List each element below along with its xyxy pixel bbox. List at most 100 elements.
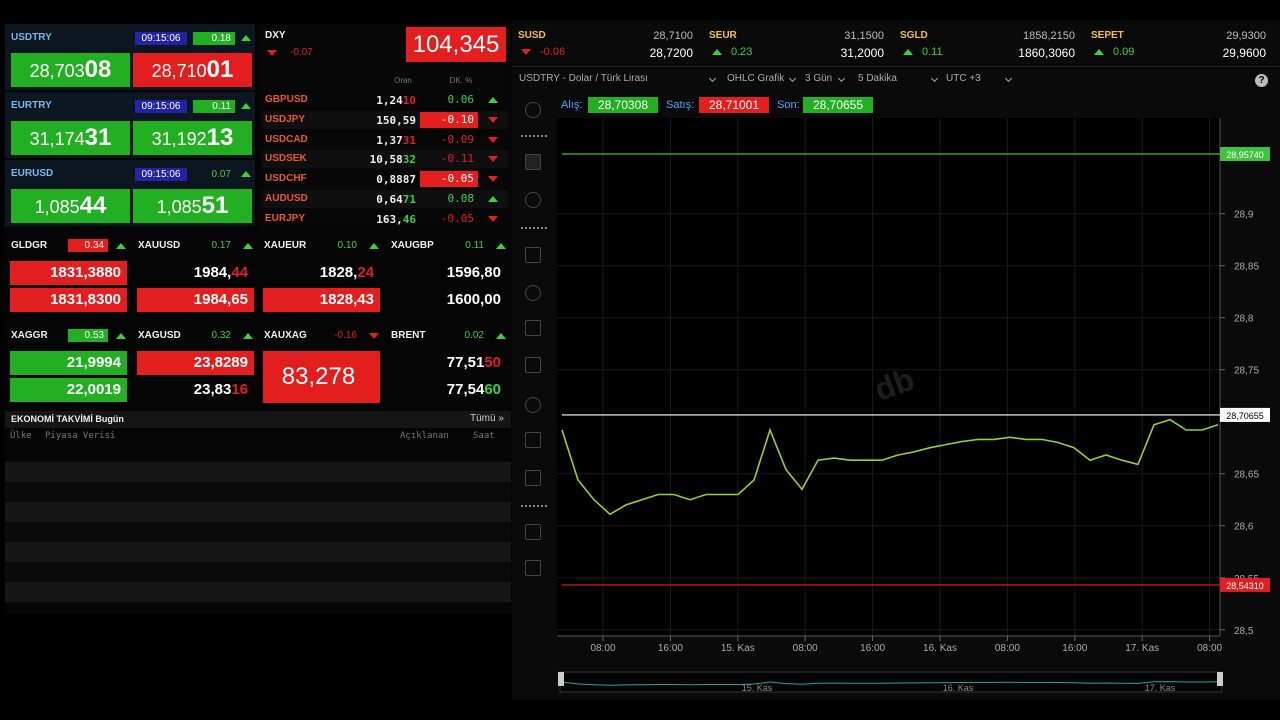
help-button[interactable]: ? [1255, 74, 1268, 87]
level-label: 28,70655 [1226, 411, 1264, 421]
metal-change: 0.17 [211, 240, 231, 251]
ticker-change: 0.09 [1113, 46, 1135, 58]
price-pips: 01 [206, 56, 234, 83]
tool-icon[interactable] [525, 192, 541, 208]
metal-change: 0.11 [465, 240, 484, 251]
arrow-up [116, 243, 126, 249]
ticker-change: 0.11 [922, 46, 943, 58]
metal-change: -0.16 [334, 330, 357, 341]
metal-change: 0.34 [68, 239, 108, 252]
metal-change: 0.02 [464, 330, 484, 341]
metal-price: 1596,80 [390, 261, 507, 285]
navigator [559, 671, 1223, 693]
metal-price: 1828,43 [263, 288, 380, 312]
price-line [561, 418, 1219, 516]
y-tick-label: 28,9 [1234, 210, 1254, 221]
calendar-all[interactable]: Tümü » [470, 413, 504, 424]
x-tick-label: 08:00 [590, 643, 615, 654]
ticker-bid: 31,1500 [844, 30, 884, 42]
price-main: 77,54 [446, 381, 485, 398]
price-main: 1828, [319, 264, 358, 281]
navigator-label: 17. Kas [1145, 683, 1176, 693]
x-tick-label: 08:00 [793, 643, 818, 654]
level-label-box [1220, 407, 1270, 422]
rate-change: -0.10 [420, 111, 478, 128]
navigator-handle[interactable] [1217, 672, 1223, 686]
rate-symbol: USDCHF [265, 173, 307, 185]
y-tick-label: 28,85 [1234, 262, 1259, 273]
dxy-symbol: DXY [265, 30, 286, 41]
quote-label: Son: [777, 99, 800, 111]
metal-price: 83,278 [263, 351, 380, 403]
tool-icon[interactable] [525, 432, 541, 448]
tool-icon[interactable] [525, 397, 541, 413]
tool-icon[interactable] [525, 285, 541, 301]
arrow-up [488, 97, 498, 103]
metal-price: 1831,3880 [10, 261, 127, 285]
price-main: 1831,8300 [50, 291, 121, 308]
navigator-label: 16. Kas [943, 683, 974, 693]
tool-separator [521, 505, 547, 507]
fx-symbol: USDTRY [11, 32, 52, 43]
price-tail: 16 [231, 381, 248, 398]
price-pips: 08 [84, 56, 112, 83]
toolbar-dropdown[interactable]: 3 Gün [805, 73, 833, 84]
tool-icon[interactable] [525, 470, 541, 486]
tool-icon[interactable] [525, 524, 541, 540]
level-label: 28,54310 [1226, 581, 1264, 591]
toolbar-dropdown[interactable]: OHLC Grafik [727, 73, 785, 84]
navigator-handle[interactable] [558, 672, 564, 686]
tool-icon[interactable] [525, 102, 541, 118]
metal-change: 0.32 [211, 330, 231, 341]
toolbar-dropdown[interactable]: 5 Dakika [858, 73, 897, 84]
price-tail: 24 [357, 264, 374, 281]
quote-label: Alış: [561, 99, 583, 111]
rate-symbol: GBPUSD [265, 94, 308, 105]
tool-icon[interactable] [525, 357, 541, 373]
metal-price: 77,5150 [390, 351, 507, 375]
tool-icon[interactable] [525, 247, 541, 263]
arrow-down [521, 49, 531, 55]
calendar-row [5, 482, 511, 502]
x-tick-label: 17. Kas [1125, 643, 1159, 654]
tool-icon[interactable] [525, 320, 541, 336]
tool-icon[interactable] [525, 154, 541, 170]
metal-price: 1828,24 [263, 261, 380, 285]
ticker-strip-border [512, 66, 1280, 67]
arrow-up [903, 49, 913, 55]
quote-value: 28,70655 [803, 97, 873, 113]
x-tick-label: 16:00 [1062, 643, 1087, 654]
x-tick-label: 16:00 [658, 643, 683, 654]
rate-change: 0.08 [447, 192, 475, 205]
rate-symbol: USDCAD [265, 133, 308, 145]
price-main: 28,710 [151, 61, 207, 81]
arrow-up [241, 171, 251, 177]
arrow-up [243, 333, 253, 339]
arrow-down [267, 50, 277, 56]
rate-main: 0,64 [376, 193, 403, 206]
fx-change: 0.11 [193, 100, 235, 113]
ticker-ask: 1860,3060 [1018, 46, 1075, 60]
tool-separator [521, 227, 547, 229]
metal-price: 23,8289 [137, 351, 254, 375]
ticker-symbol: SEUR [709, 30, 737, 41]
fx-price-box: 31,17431 [11, 121, 130, 155]
price-pips: 51 [201, 192, 229, 219]
ticker-ask: 31,2000 [840, 46, 884, 60]
toolbar-dropdown[interactable]: UTC +3 [946, 73, 981, 84]
ticker-bid: 29,9300 [1226, 30, 1266, 42]
quote-value: 28,71001 [699, 97, 769, 113]
toolbar-dropdown[interactable]: USDTRY - Dolar / Türk Lirası [519, 73, 648, 84]
arrow-down [488, 156, 498, 163]
metal-change: 0.10 [337, 240, 357, 251]
calendar-column: Piyasa Verisi [45, 431, 116, 441]
rate-value: 150,59 [330, 114, 416, 127]
fx-price-box: 1,08544 [11, 189, 130, 223]
price-main: 23,83 [193, 381, 232, 398]
ticker-bid: 1858,2150 [1023, 30, 1075, 42]
price-main: 1,085 [34, 197, 80, 217]
table-header: Oran [394, 76, 412, 85]
metal-symbol: XAUEUR [264, 240, 307, 251]
tool-icon[interactable] [525, 560, 541, 576]
rate-symbol: USDSEK [265, 153, 307, 165]
